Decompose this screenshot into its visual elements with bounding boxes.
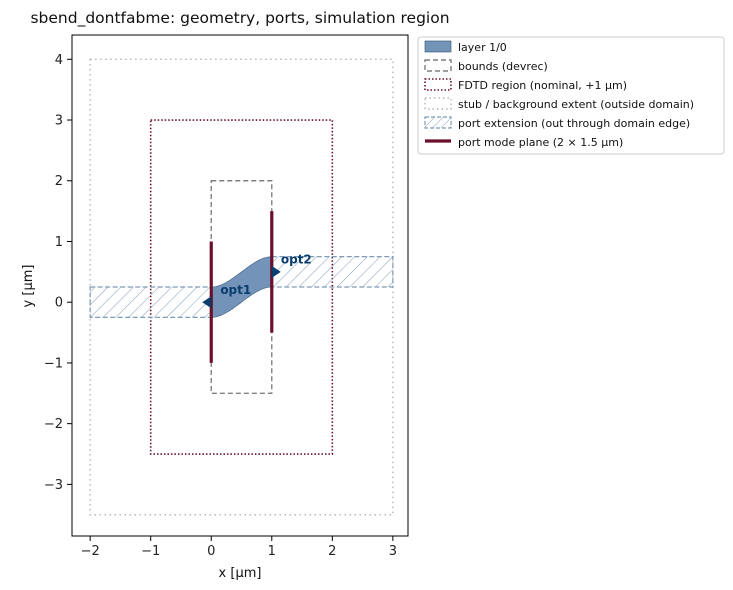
legend-label-layer: layer 1/0 <box>458 41 507 54</box>
legend-label-port-plane: port mode plane (2 × 1.5 µm) <box>458 136 623 149</box>
legend-frame <box>417 36 725 155</box>
legend-label-stub: stub / background extent (outside domain… <box>458 98 694 111</box>
y-tick-label: 1 <box>55 235 63 250</box>
port-marker-opt1 <box>202 296 212 309</box>
y-tick-label: 4 <box>55 53 63 68</box>
port-marker-opt2 <box>271 265 281 278</box>
y-axis: −3 −2 −1 0 1 2 3 4 <box>44 53 72 493</box>
y-tick-label: −1 <box>44 356 63 371</box>
y-tick-label: 0 <box>55 296 63 311</box>
y-tick-label: −2 <box>44 417 63 432</box>
x-tick-label: −1 <box>141 544 160 559</box>
plot-frame <box>71 34 409 537</box>
plot-area: opt1 opt2 <box>89 58 394 516</box>
x-axis: −2 −1 0 1 2 3 <box>81 536 397 559</box>
y-tick-label: 2 <box>55 174 63 189</box>
x-tick-label: 2 <box>328 544 336 559</box>
y-tick-label: 3 <box>55 114 63 129</box>
y-axis-label: y [µm] <box>21 265 36 308</box>
port-extension-1 <box>89 286 212 318</box>
legend-swatch-fdtd <box>424 78 452 91</box>
port-label-opt2: opt2 <box>281 253 312 267</box>
legend-label-bounds: bounds (devrec) <box>458 60 548 73</box>
port-label-opt1: opt1 <box>220 283 251 297</box>
x-tick-label: 1 <box>268 544 276 559</box>
legend-label-fdtd: FDTD region (nominal, +1 µm) <box>458 79 627 92</box>
legend: layer 1/0 bounds (devrec) FDTD region (n… <box>417 36 725 155</box>
x-tick-label: 0 <box>207 544 215 559</box>
chart-title: sbend_dontfabme: geometry, ports, simula… <box>30 9 449 28</box>
port-extension-2 <box>271 256 394 288</box>
legend-swatch-stub <box>424 97 452 110</box>
legend-swatch-layer <box>424 40 452 53</box>
legend-label-port-extension: port extension (out through domain edge) <box>458 117 690 130</box>
x-tick-label: −2 <box>81 544 100 559</box>
fdtd-region-rect <box>149 119 334 455</box>
legend-swatch-bounds <box>424 59 452 72</box>
y-tick-label: −3 <box>44 478 63 493</box>
x-tick-label: 3 <box>389 544 397 559</box>
legend-swatch-port-extension <box>424 116 452 129</box>
x-axis-label: x [µm] <box>219 566 262 581</box>
